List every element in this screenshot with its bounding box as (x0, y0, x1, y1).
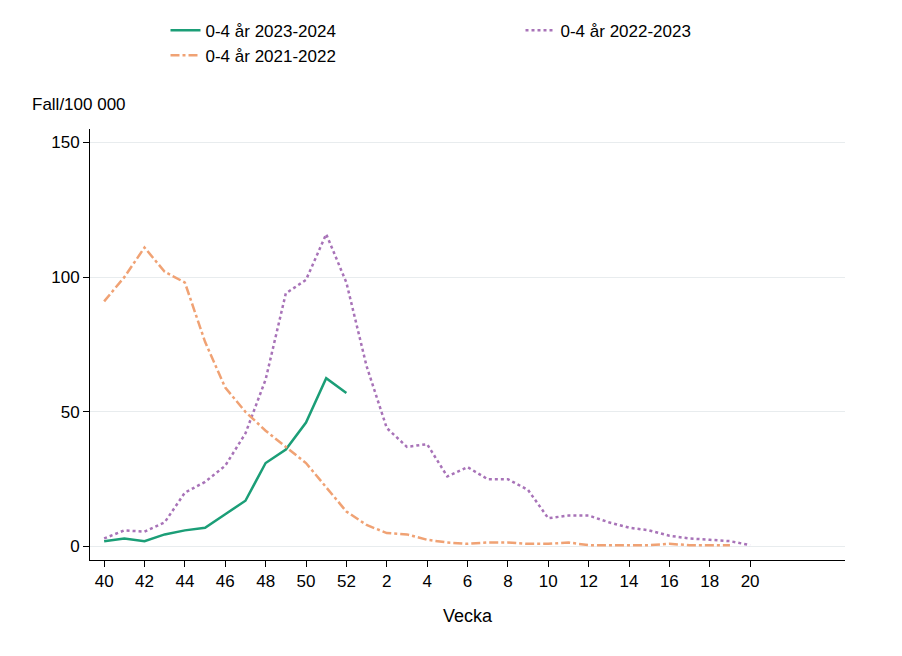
svg-text:50: 50 (297, 572, 316, 591)
svg-text:44: 44 (175, 572, 194, 591)
svg-text:40: 40 (95, 572, 114, 591)
svg-text:6: 6 (463, 572, 472, 591)
svg-text:Fall/100 000: Fall/100 000 (32, 95, 126, 114)
svg-text:52: 52 (337, 572, 356, 591)
svg-text:0: 0 (70, 537, 79, 556)
svg-text:14: 14 (620, 572, 639, 591)
svg-text:2: 2 (382, 572, 391, 591)
svg-text:0-4 år 2021-2022: 0-4 år 2021-2022 (206, 47, 336, 66)
svg-text:48: 48 (256, 572, 275, 591)
svg-text:20: 20 (741, 572, 760, 591)
svg-text:42: 42 (135, 572, 154, 591)
svg-text:100: 100 (51, 268, 79, 287)
svg-text:12: 12 (579, 572, 598, 591)
svg-text:50: 50 (61, 403, 80, 422)
svg-text:0-4 år 2022-2023: 0-4 år 2022-2023 (561, 22, 691, 41)
svg-text:0-4 år 2023-2024: 0-4 år 2023-2024 (206, 22, 336, 41)
svg-text:10: 10 (539, 572, 558, 591)
svg-text:46: 46 (216, 572, 235, 591)
svg-text:16: 16 (660, 572, 679, 591)
svg-text:Vecka: Vecka (443, 606, 493, 626)
svg-text:150: 150 (51, 133, 79, 152)
svg-text:4: 4 (422, 572, 431, 591)
svg-text:8: 8 (503, 572, 512, 591)
svg-text:18: 18 (700, 572, 719, 591)
